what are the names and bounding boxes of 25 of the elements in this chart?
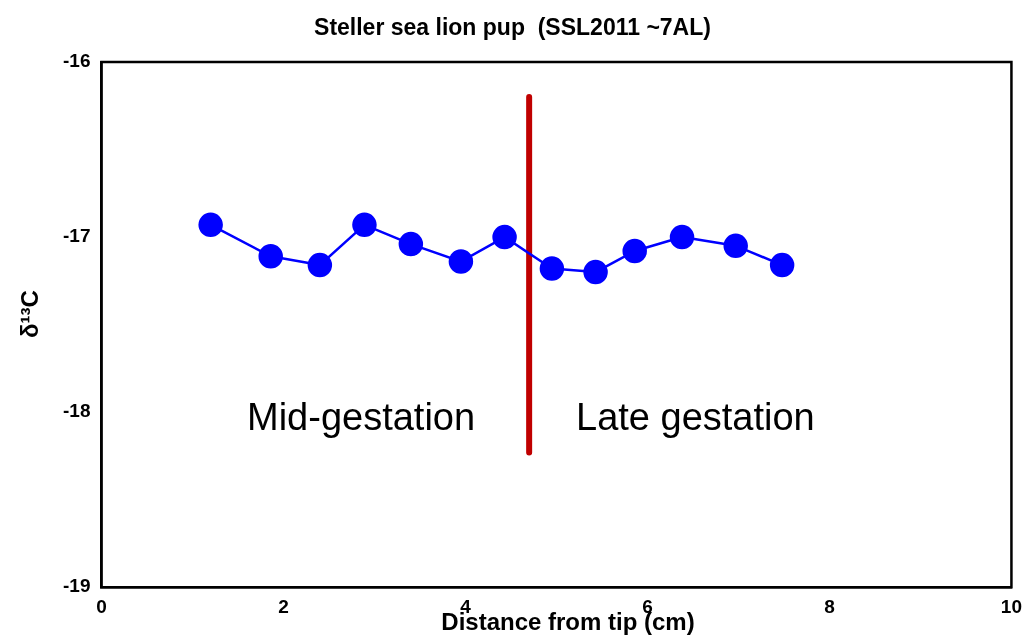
- point: [492, 224, 517, 250]
- point: [398, 231, 424, 257]
- point: [669, 224, 695, 250]
- point: [307, 252, 333, 278]
- point: [583, 259, 608, 285]
- x-tick-label: 0: [96, 595, 107, 617]
- point: [258, 244, 283, 269]
- point: [448, 249, 474, 274]
- x-tick-label: 8: [824, 595, 835, 617]
- point: [539, 256, 565, 281]
- annotation: Mid-gestation: [247, 396, 476, 439]
- y-tick-label: -19: [62, 575, 91, 597]
- point: [352, 212, 377, 238]
- y-tick-label: -18: [62, 400, 91, 422]
- x-tick-label: 2: [278, 595, 289, 617]
- annotation: Late gestation: [576, 396, 815, 439]
- y-tick-label: -17: [62, 225, 91, 247]
- chart-title: Steller sea lion pup (SSL2011 ~7AL): [313, 14, 712, 41]
- point: [198, 212, 223, 238]
- y-axis-title: δ¹³C: [16, 289, 44, 340]
- point: [622, 238, 647, 264]
- x-tick-label: 10: [1000, 595, 1022, 617]
- point: [723, 233, 748, 259]
- point: [769, 252, 795, 278]
- y-tick-label: -16: [62, 50, 91, 72]
